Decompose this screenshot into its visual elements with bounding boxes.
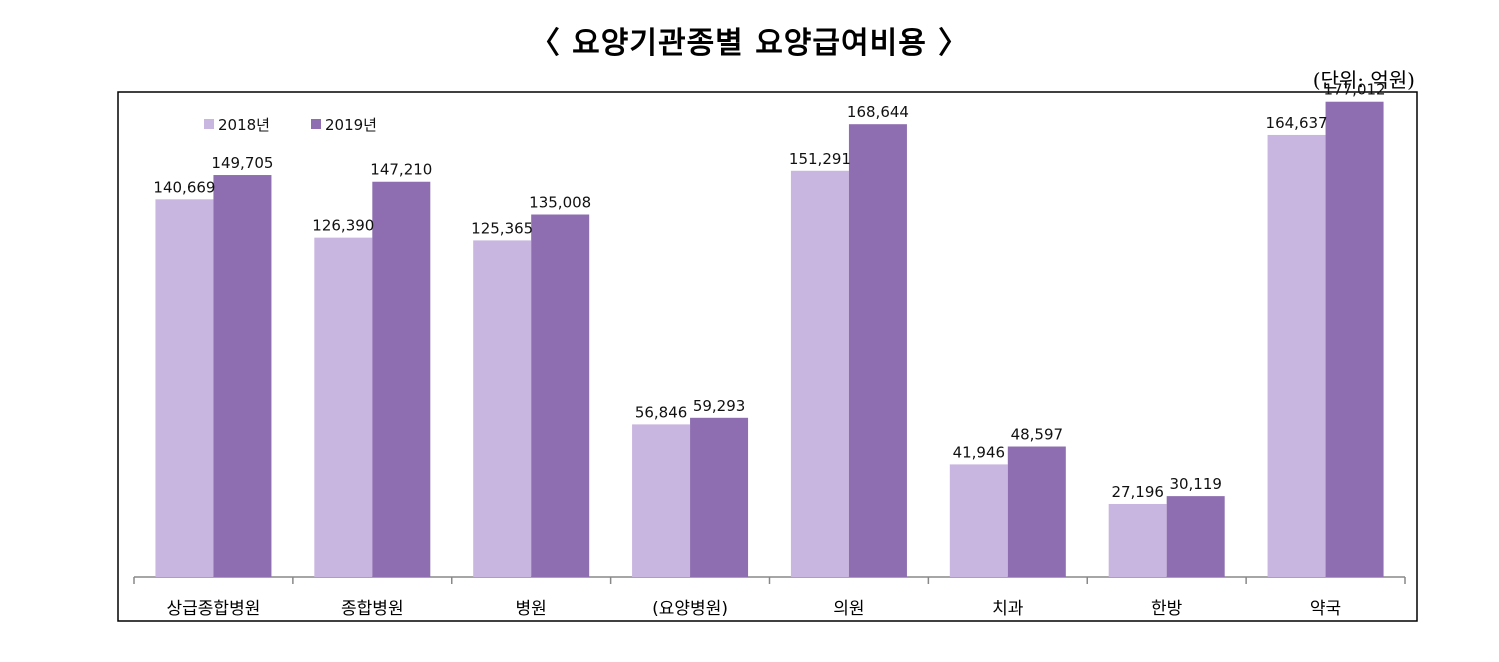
data-label: 135,008 (529, 194, 591, 212)
bar-2019 (1325, 101, 1384, 577)
data-label: 48,597 (1011, 426, 1064, 444)
bar-2019 (1007, 446, 1066, 577)
x-tick-label: 상급종합병원 (167, 599, 261, 619)
bar-2018 (155, 199, 214, 577)
bar-2019 (372, 181, 431, 577)
bar-2019 (848, 124, 907, 577)
x-tick-label: 치과 (992, 599, 1024, 619)
bar-2018 (790, 170, 849, 577)
legend-label: 2019년 (325, 116, 377, 134)
bar-2018 (314, 237, 373, 577)
data-label: 140,669 (153, 178, 215, 196)
data-label: 41,946 (953, 443, 1006, 461)
x-tick-label: 한방 (1151, 599, 1183, 619)
data-label: 149,705 (211, 154, 273, 172)
bar-2019 (1166, 496, 1225, 577)
x-tick-label: (요양병원) (652, 599, 728, 619)
data-label: 27,196 (1111, 483, 1164, 501)
bar-2018 (632, 424, 691, 577)
chart-title: 〈 요양기관종별 요양급여비용 〉 (529, 26, 970, 61)
data-label: 147,210 (370, 161, 432, 179)
legend-swatch (204, 119, 214, 129)
data-label: 164,637 (1266, 114, 1328, 132)
data-label: 168,644 (847, 103, 909, 121)
bar-2018 (473, 240, 532, 578)
unit-label: (단위: 억원) (1312, 68, 1415, 92)
legend-label: 2018년 (218, 116, 270, 134)
data-label: 151,291 (789, 150, 851, 168)
x-tick-label: 약국 (1310, 599, 1341, 619)
bar-2018 (1108, 503, 1167, 577)
data-label: 125,365 (471, 219, 533, 237)
bar-2018 (949, 464, 1008, 577)
legend: 2018년 2019년 (204, 116, 377, 134)
bar-layer (155, 101, 1384, 578)
bar-2019 (213, 175, 272, 578)
x-tick-label: 종합병원 (341, 599, 404, 619)
data-label: 177,012 (1324, 81, 1386, 99)
legend-swatch (311, 119, 321, 129)
bar-2019 (690, 417, 749, 577)
data-label: 126,390 (312, 217, 374, 235)
data-label: 56,846 (635, 403, 688, 421)
value-label-layer: 140,669 126,390 125,365 56,846 151,291 41,946… (153, 81, 1385, 501)
data-label: 30,119 (1169, 475, 1222, 493)
x-tick-label: 의원 (833, 599, 864, 619)
x-tick-label: 병원 (516, 599, 547, 619)
bar-2018 (1267, 134, 1326, 578)
bar-2019 (531, 214, 590, 577)
data-label: 59,293 (693, 397, 746, 415)
